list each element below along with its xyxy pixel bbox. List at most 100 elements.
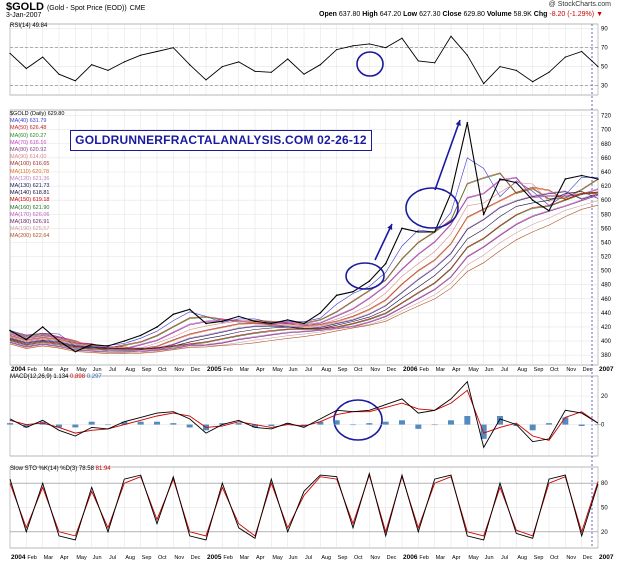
ma-legend-value: 631.79 <box>29 118 47 125</box>
macd-histogram-bar <box>154 421 160 425</box>
rsi-point <box>581 50 583 53</box>
macd-annotation-circle <box>333 399 383 441</box>
high-label: High <box>362 11 378 18</box>
ma-line-MA200 <box>9 204 599 355</box>
sto-x-tick-label: May <box>468 555 479 561</box>
ticker-title: $GOLD (Gold - Spot Price (EOD)) CME <box>6 1 145 13</box>
ma-legend-label: MA(190) <box>10 226 33 233</box>
price-point <box>401 227 403 230</box>
price-y-tick-label: 680 <box>601 142 612 148</box>
price-x-tick-label: Jun <box>93 367 102 373</box>
price-point <box>466 121 469 124</box>
ma-line-MA190 <box>9 200 599 354</box>
ma-legend-item: MA(90) 614.00 <box>10 154 64 161</box>
chg-value: -8.20 (-1.29%) <box>549 11 595 18</box>
sto-x-tick-label: 2006 <box>403 554 418 561</box>
rsi-point <box>123 61 125 63</box>
price-point <box>107 345 109 347</box>
rsi-point <box>532 81 534 83</box>
ma-legend-value: 619.18 <box>32 197 50 204</box>
rsi-y-tick-label: 90 <box>601 27 608 33</box>
sto-x-tick-label: Jun <box>289 555 298 561</box>
ma-legend-value: 621.90 <box>32 204 50 211</box>
macd-histogram-bar <box>268 424 275 426</box>
ma-legend-label: MA(180) <box>10 219 33 226</box>
ticker-subtitle: (Gold - Spot Price (EOD)) <box>46 5 127 12</box>
price-y-tick-label: 420 <box>601 325 612 331</box>
price-annotation-circle-1 <box>345 262 385 290</box>
quote-line: Open 637.80 High 647.20 Low 627.30 Close… <box>319 11 603 18</box>
sto-x-tick-label: Nov <box>566 555 576 561</box>
macd-histogram-bar <box>121 421 128 425</box>
sto-x-tick-label: Apr <box>452 555 461 561</box>
price-x-tick-label: Nov <box>174 367 184 373</box>
rsi-y-tick-label: 70 <box>601 46 608 52</box>
rsi-point <box>221 66 223 68</box>
sto-x-tick-label: Dec <box>387 555 397 561</box>
rsi-point <box>597 66 599 68</box>
price-point <box>25 338 28 341</box>
price-point <box>41 326 44 328</box>
ma-legend-value: 622.64 <box>32 233 50 240</box>
price-x-tick-label: Dec <box>583 367 593 373</box>
macd-histogram-bar <box>546 423 552 425</box>
sto-x-tick-label: Sep <box>534 555 544 561</box>
macd-legend-signal: 0.898 <box>70 374 86 380</box>
price-x-tick-label: Jun <box>485 367 494 373</box>
price-y-tick-label: 620 <box>601 184 612 190</box>
ma-legend-item: MA(130) 621.73 <box>10 183 64 190</box>
macd-histogram-bar <box>529 424 536 431</box>
macd-y-tick-label: 0 <box>601 423 605 429</box>
sto-x-tick-label: Aug <box>321 555 331 561</box>
price-x-tick-label: Jul <box>109 367 116 373</box>
ma-legend-item: MA(110) 620.78 <box>10 169 64 176</box>
ma-legend-label: MA(140) <box>10 190 33 197</box>
price-point <box>90 343 93 346</box>
rsi-point <box>156 50 158 53</box>
rsi-point <box>107 69 109 71</box>
macd-histogram-bar <box>317 421 324 425</box>
ticker-symbol: $GOLD <box>6 1 44 13</box>
ma-legend-item: MA(70) 616.16 <box>10 140 64 147</box>
macd-histogram-bar <box>382 421 389 425</box>
macd-histogram-bar <box>333 420 340 425</box>
sto-x-tick-label: Jul <box>305 555 312 561</box>
sto-x-tick-label: Jun <box>485 555 494 561</box>
macd-histogram-bar <box>219 423 226 425</box>
rsi-point <box>548 71 550 73</box>
price-point <box>188 308 191 311</box>
price-x-tick-label: Mar <box>240 367 250 373</box>
price-point <box>548 209 550 212</box>
ma-legend-label: MA(90) <box>10 154 30 161</box>
price-point <box>303 322 305 325</box>
ma-legend-item: MA(200) 622.64 <box>10 233 64 240</box>
macd-histogram-bar <box>562 417 569 425</box>
chg-label: Chg <box>533 11 548 18</box>
ma-legend-label: MA(60) <box>10 132 30 139</box>
price-point <box>139 334 142 337</box>
ma-legend-label: MA(70) <box>10 139 30 146</box>
sto-x-tick-label: Aug <box>125 555 135 561</box>
price-y-tick-label: 580 <box>601 212 612 218</box>
macd-histogram-bar <box>186 424 193 428</box>
price-y-tick-label: 720 <box>601 114 612 120</box>
price-point <box>482 213 485 216</box>
price-y-tick-label: 380 <box>601 353 612 359</box>
price-x-tick-label: 2006 <box>403 366 418 373</box>
open-value: 637.80 <box>338 11 361 18</box>
ma-legend-value: 625.57 <box>32 226 50 233</box>
price-x-tick-label: May <box>468 367 479 373</box>
sto-x-tick-label: May <box>272 555 283 561</box>
sto-y-tick-label: 20 <box>601 530 608 536</box>
price-point <box>417 231 420 233</box>
price-point <box>123 340 126 342</box>
ma-legend-value: 614.00 <box>29 154 47 161</box>
macd-histogram-bar <box>448 420 454 425</box>
macd-histogram-bar <box>301 424 307 426</box>
sto-x-tick-label: Feb <box>27 555 36 561</box>
price-x-tick-label: 2007 <box>599 366 614 373</box>
ma-legend-item: MA(180) 626.91 <box>10 219 64 226</box>
price-annotation-circle-2 <box>405 187 459 229</box>
price-point <box>580 174 583 177</box>
rsi-point <box>499 66 501 68</box>
